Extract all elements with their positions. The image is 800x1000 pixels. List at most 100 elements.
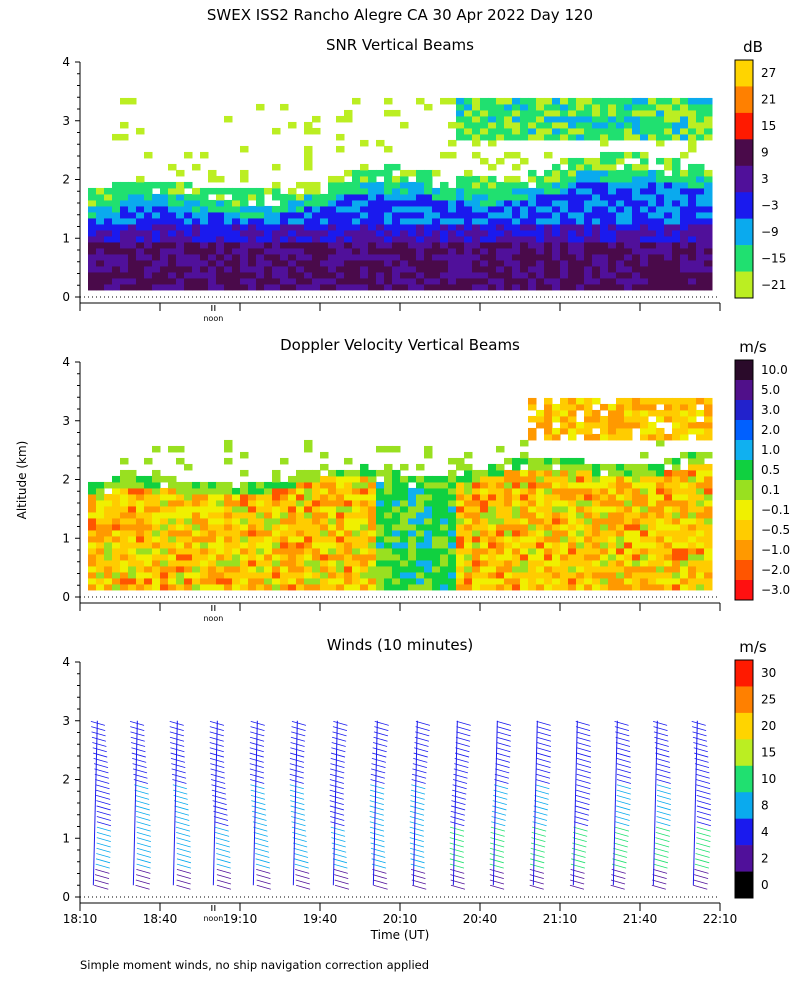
snr-cell	[592, 187, 601, 195]
snr-cell	[304, 271, 313, 279]
snr-cell	[360, 241, 369, 249]
snr-cell	[424, 217, 433, 225]
doppler-cell	[400, 511, 409, 519]
snr-cell	[520, 283, 529, 291]
doppler-cell	[696, 481, 705, 489]
snr-cell	[88, 271, 97, 279]
snr-cell	[672, 97, 681, 105]
snr-cell	[232, 247, 241, 255]
doppler-cell	[112, 547, 121, 555]
doppler-cell	[616, 583, 625, 591]
doppler-cell	[184, 499, 193, 507]
snr-cell	[264, 235, 273, 243]
snr-cell	[528, 115, 537, 123]
doppler-cell	[496, 559, 505, 567]
snr-cell	[304, 283, 313, 291]
wind-barb	[373, 731, 389, 737]
snr-cell	[128, 223, 137, 231]
snr-cell	[376, 169, 385, 177]
doppler-cell	[504, 487, 513, 495]
doppler-cell	[112, 553, 121, 561]
snr-cell	[248, 211, 257, 219]
snr-cell	[536, 127, 545, 135]
snr-cell	[608, 187, 617, 195]
wind-barb	[370, 773, 385, 779]
doppler-cell	[464, 559, 473, 567]
wind-barb	[573, 831, 588, 837]
snr-cell	[488, 199, 497, 207]
doppler-cell	[440, 505, 449, 513]
snr-cell	[432, 199, 441, 207]
snr-cell	[104, 187, 113, 195]
snr-cell	[488, 211, 497, 219]
doppler-cell	[688, 427, 697, 435]
colorbar-label: 3.0	[761, 403, 780, 417]
doppler-cell	[632, 403, 641, 411]
doppler-cell	[520, 511, 529, 519]
snr-cell	[520, 121, 529, 129]
wind-barb	[655, 837, 670, 843]
snr-cell	[104, 205, 113, 213]
snr-cell	[544, 193, 553, 201]
y-tick-label: 4	[62, 55, 70, 69]
snr-cell	[552, 253, 561, 261]
doppler-cell	[608, 403, 617, 411]
doppler-cell	[568, 415, 577, 423]
snr-cell	[600, 217, 609, 225]
doppler-cell	[328, 493, 337, 501]
snr-cell	[496, 193, 505, 201]
snr-cell	[104, 199, 113, 207]
doppler-cell	[696, 511, 705, 519]
doppler-cell	[576, 577, 585, 585]
doppler-cell	[384, 571, 393, 579]
snr-cell	[312, 223, 321, 231]
snr-cell	[624, 235, 633, 243]
snr-cell	[456, 133, 465, 141]
doppler-cell	[608, 433, 617, 441]
snr-cell	[408, 181, 417, 189]
snr-cell	[648, 133, 657, 141]
snr-cell	[288, 235, 297, 243]
wind-barb	[253, 831, 268, 837]
doppler-cell	[600, 475, 609, 483]
snr-cell	[168, 193, 177, 201]
snr-cell	[160, 253, 169, 261]
doppler-cell	[488, 547, 497, 555]
wind-barb	[612, 858, 627, 864]
doppler-cell	[536, 523, 545, 531]
snr-cell	[592, 181, 601, 189]
doppler-cell	[632, 559, 641, 567]
wind-barb	[136, 847, 152, 853]
doppler-cell	[352, 511, 361, 519]
snr-cell	[656, 109, 665, 117]
doppler-cell	[560, 499, 569, 507]
doppler-cell	[232, 505, 241, 513]
wind-barb	[410, 800, 425, 806]
doppler-cell	[704, 565, 713, 573]
doppler-cell	[184, 559, 193, 567]
snr-cell	[512, 199, 521, 207]
doppler-cell	[200, 499, 209, 507]
doppler-cell	[376, 481, 385, 489]
snr-cell	[528, 229, 537, 237]
snr-cell	[704, 259, 713, 267]
snr-cell	[152, 283, 161, 291]
doppler-cell	[96, 505, 105, 513]
doppler-cell	[240, 499, 249, 507]
doppler-cell	[672, 577, 681, 585]
wind-barb	[529, 863, 545, 869]
doppler-cell	[696, 493, 705, 501]
wind-barb	[652, 879, 667, 885]
snr-cell	[520, 115, 529, 123]
doppler-cell	[144, 529, 153, 537]
doppler-cell	[640, 517, 649, 525]
snr-cell	[248, 193, 257, 201]
doppler-cell	[624, 493, 633, 501]
doppler-cell	[216, 523, 225, 531]
snr-cell	[640, 277, 649, 285]
doppler-cell	[408, 541, 417, 549]
snr-cell	[232, 193, 241, 201]
doppler-cell	[704, 481, 713, 489]
doppler-cell	[336, 559, 345, 567]
wind-barb	[449, 858, 464, 864]
